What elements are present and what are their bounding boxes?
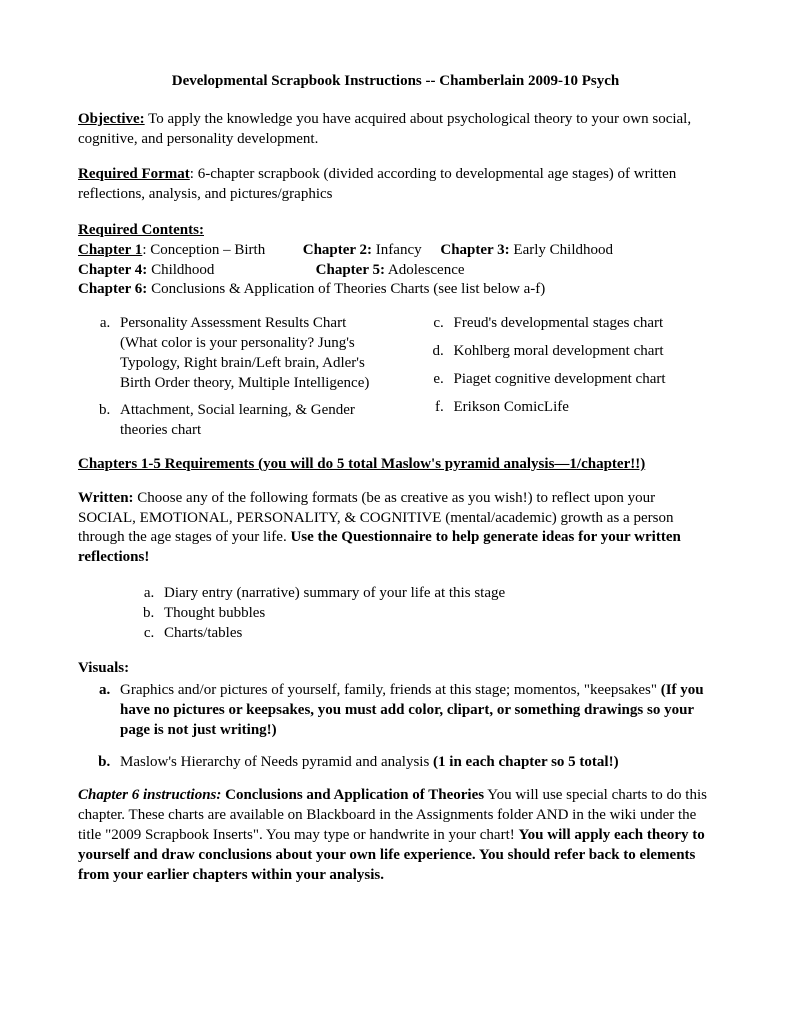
theory-list-left: Personality Assessment Results Chart (Wh… xyxy=(78,314,380,441)
list-item: Charts/tables xyxy=(158,624,713,644)
list-item: Freud's developmental stages chart xyxy=(448,314,714,334)
objective-text: To apply the knowledge you have acquired… xyxy=(78,111,691,147)
ch2-label: Chapter 2: xyxy=(303,242,372,258)
doc-title: Developmental Scrapbook Instructions -- … xyxy=(78,72,713,92)
contents-row-1: Chapter 1: Conception – Birth Chapter 2:… xyxy=(78,241,713,261)
visual-b-lead: Maslow's Hierarchy of Needs pyramid and … xyxy=(120,754,433,770)
theory-columns: Personality Assessment Results Chart (Wh… xyxy=(78,314,713,449)
list-item: Attachment, Social learning, & Gender th… xyxy=(114,401,380,441)
visuals-label: Visuals: xyxy=(78,659,713,679)
format-label: Required Format xyxy=(78,166,190,182)
ch5-label: Chapter 5: xyxy=(316,262,385,278)
ch6-label: Chapter 6: xyxy=(78,281,147,297)
theory-col-right: Freud's developmental stages chart Kohlb… xyxy=(412,314,714,449)
document-page: Developmental Scrapbook Instructions -- … xyxy=(0,0,791,1024)
format-para: Required Format: 6-chapter scrapbook (di… xyxy=(78,165,713,205)
chapter6-instructions: Chapter 6 instructions: Conclusions and … xyxy=(78,786,713,885)
ch4-label: Chapter 4: xyxy=(78,262,147,278)
ch4-text: Childhood xyxy=(147,262,214,278)
visuals-list: Graphics and/or pictures of yourself, fa… xyxy=(78,681,713,772)
list-item: Thought bubbles xyxy=(158,604,713,624)
list-item: Personality Assessment Results Chart (Wh… xyxy=(114,314,380,393)
requirements-heading: Chapters 1-5 Requirements (you will do 5… xyxy=(78,455,713,475)
list-item: Kohlberg moral development chart xyxy=(448,342,714,362)
objective-para: Objective: To apply the knowledge you ha… xyxy=(78,110,713,150)
visual-a-lead: Graphics and/or pictures of yourself, fa… xyxy=(120,682,661,698)
ch5-text: Adolescence xyxy=(385,262,465,278)
written-options-list: Diary entry (narrative) summary of your … xyxy=(78,584,713,643)
ch1-text: : Conception – Birth xyxy=(142,242,265,258)
ch2-text: Infancy xyxy=(372,242,422,258)
ch3-text: Early Childhood xyxy=(510,242,613,258)
ch6-lead-bold: Conclusions and Application of Theories xyxy=(221,787,484,803)
list-item: Piaget cognitive development chart xyxy=(448,370,714,390)
visual-b-bold: (1 in each chapter so 5 total!) xyxy=(433,754,619,770)
ch1-label: Chapter 1 xyxy=(78,242,142,258)
ch3-label: Chapter 3: xyxy=(440,242,509,258)
list-item: Diary entry (narrative) summary of your … xyxy=(158,584,713,604)
contents-row-2: Chapter 4: Childhood Chapter 5: Adolesce… xyxy=(78,261,713,281)
list-item: Erikson ComicLife xyxy=(448,398,714,418)
required-contents: Required Contents: Chapter 1: Conception… xyxy=(78,221,713,300)
theory-list-right: Freud's developmental stages chart Kohlb… xyxy=(412,314,714,417)
list-item: Graphics and/or pictures of yourself, fa… xyxy=(114,681,713,740)
ch6-text: Conclusions & Application of Theories Ch… xyxy=(147,281,545,297)
objective-label: Objective: xyxy=(78,111,145,127)
written-para: Written: Choose any of the following for… xyxy=(78,489,713,568)
theory-col-left: Personality Assessment Results Chart (Wh… xyxy=(78,314,380,449)
contents-label: Required Contents: xyxy=(78,222,204,238)
ch6-lead-italic: Chapter 6 instructions: xyxy=(78,787,221,803)
list-item: Maslow's Hierarchy of Needs pyramid and … xyxy=(114,753,713,773)
written-label: Written: xyxy=(78,490,134,506)
contents-row-3: Chapter 6: Conclusions & Application of … xyxy=(78,280,713,300)
